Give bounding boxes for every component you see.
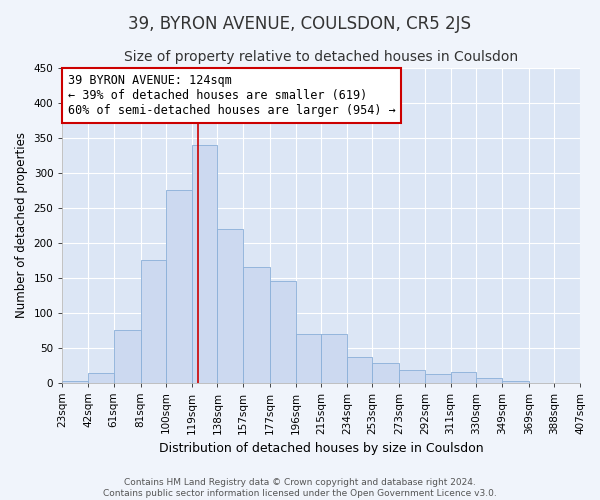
Bar bbox=[113, 330, 140, 382]
Bar bbox=[62, 381, 88, 382]
Text: 39, BYRON AVENUE, COULSDON, CR5 2JS: 39, BYRON AVENUE, COULSDON, CR5 2JS bbox=[128, 15, 472, 33]
Bar bbox=[166, 190, 192, 382]
Bar bbox=[425, 374, 451, 382]
Bar bbox=[373, 363, 400, 382]
Bar bbox=[347, 358, 373, 382]
Bar bbox=[217, 228, 243, 382]
Bar bbox=[243, 267, 270, 382]
Bar bbox=[296, 334, 321, 382]
Bar bbox=[140, 260, 166, 382]
Title: Size of property relative to detached houses in Coulsdon: Size of property relative to detached ho… bbox=[124, 50, 518, 64]
Bar bbox=[400, 370, 425, 382]
Bar bbox=[451, 372, 476, 382]
Bar bbox=[88, 374, 113, 382]
Bar bbox=[476, 378, 502, 382]
Y-axis label: Number of detached properties: Number of detached properties bbox=[15, 132, 28, 318]
Bar bbox=[192, 145, 217, 382]
X-axis label: Distribution of detached houses by size in Coulsdon: Distribution of detached houses by size … bbox=[159, 442, 484, 455]
Text: 39 BYRON AVENUE: 124sqm
← 39% of detached houses are smaller (619)
60% of semi-d: 39 BYRON AVENUE: 124sqm ← 39% of detache… bbox=[68, 74, 395, 117]
Bar bbox=[270, 281, 296, 382]
Text: Contains HM Land Registry data © Crown copyright and database right 2024.
Contai: Contains HM Land Registry data © Crown c… bbox=[103, 478, 497, 498]
Bar bbox=[321, 334, 347, 382]
Bar bbox=[502, 381, 529, 382]
